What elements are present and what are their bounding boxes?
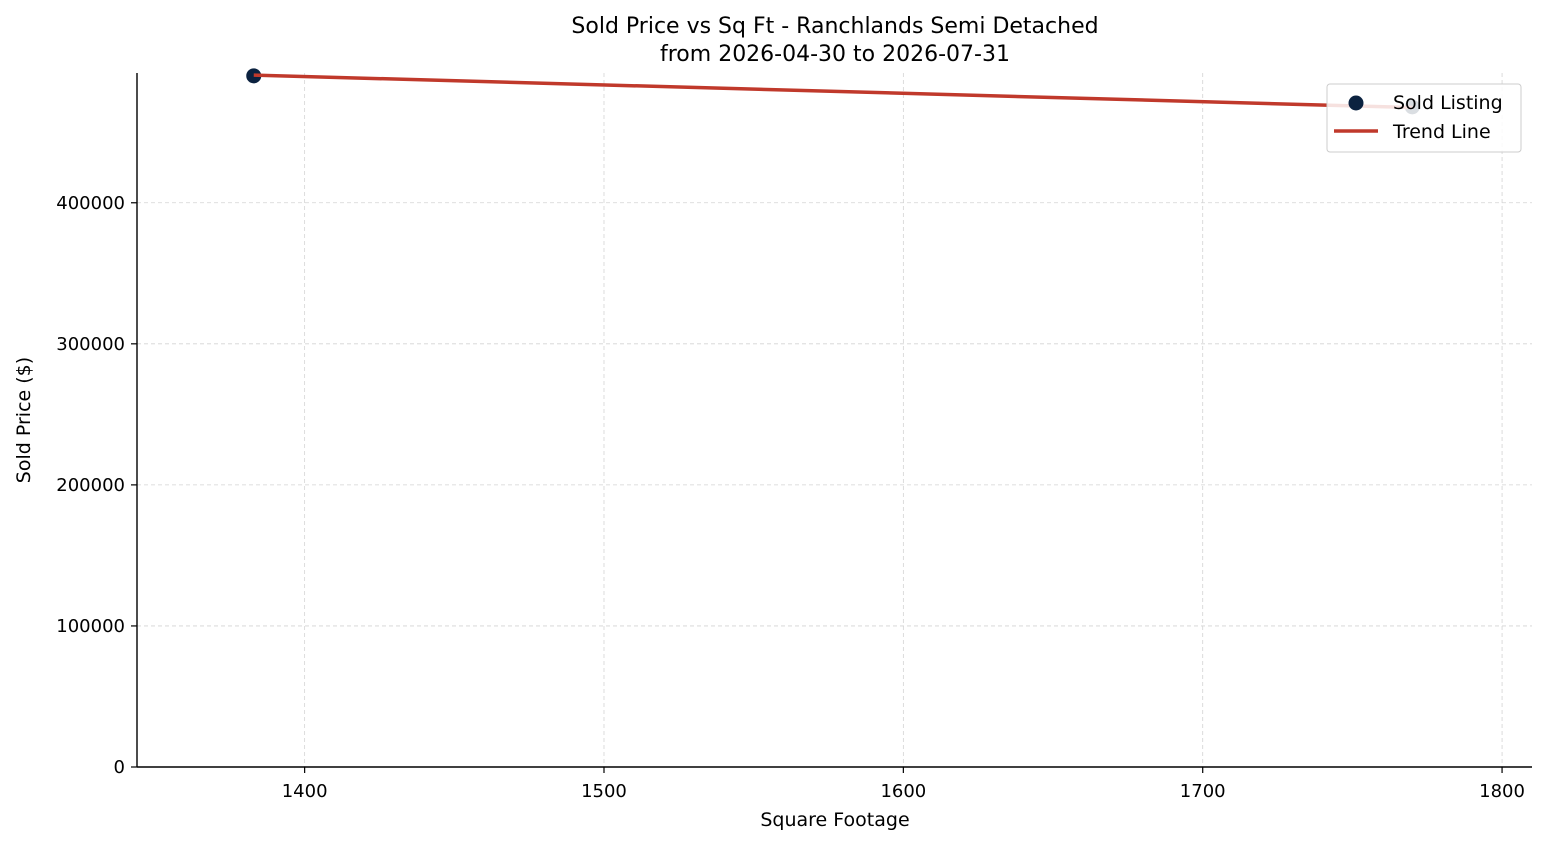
trend-line (253, 73, 1413, 110)
legend-box (1326, 83, 1522, 153)
x-tick-label: 1500 (581, 781, 627, 802)
legend-label-trend-line: Trend Line (1392, 121, 1491, 143)
grid-layer (137, 73, 1532, 767)
ticks-layer: 1400 1500 1600 1700 1800 0 100000 200000 300000 4… (56, 193, 1525, 802)
y-axis-label: Sold Price ($) (13, 357, 35, 483)
y-tick-label: 0 (114, 757, 125, 778)
legend: Sold Listing Trend Line (1326, 83, 1522, 153)
x-tick-label: 1400 (282, 781, 328, 802)
series-layer (246, 68, 1420, 115)
y-tick-label: 400000 (56, 193, 125, 214)
y-tick-label: 200000 (56, 475, 125, 496)
legend-label-sold-listing: Sold Listing (1393, 92, 1503, 114)
x-tick-label: 1700 (1180, 781, 1226, 802)
y-tick-label: 100000 (56, 616, 125, 637)
legend-marker-sold-listing (1348, 95, 1364, 111)
x-tick-label: 1800 (1479, 781, 1525, 802)
x-tick-label: 1600 (880, 781, 926, 802)
chart-title: Sold Price vs Sq Ft - Ranchlands Semi De… (571, 14, 1098, 39)
chart-subtitle: from 2026-04-30 to 2026-07-31 (660, 42, 1010, 67)
axes-layer (136, 73, 1532, 768)
x-axis-label: Square Footage (760, 809, 909, 831)
y-tick-label: 300000 (56, 334, 125, 355)
